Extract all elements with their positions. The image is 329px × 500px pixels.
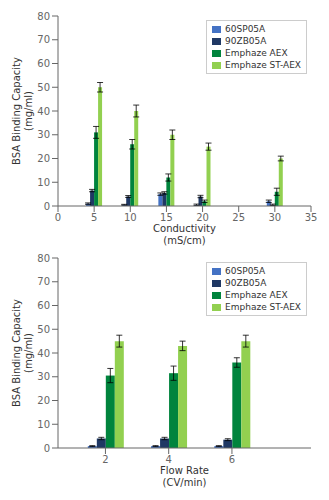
svg-text:80: 80 [37,11,50,22]
html-text:Emphaze AEX: Emphaze AEX [225,48,288,58]
svg-text:60: 60 [37,300,50,311]
svg-text:25: 25 [232,212,245,223]
svg-text:80: 80 [37,253,50,264]
svg-text:10: 10 [37,177,50,188]
html-text:60SP05A: 60SP05A [225,24,266,34]
svg-text:2: 2 [102,454,108,465]
svg-text:50: 50 [37,324,50,335]
svg-text:30: 30 [37,129,50,140]
svg-text:60: 60 [37,58,50,69]
svg-text:70: 70 [37,34,50,45]
svg-text:BSA Binding Capacity(mg/ml): BSA Binding Capacity(mg/ml) [11,57,34,165]
html-text:Emphaze ST-AEX: Emphaze ST-AEX [225,302,301,312]
svg-text:6: 6 [229,454,235,465]
html-text:90ZB05A: 90ZB05A [225,278,267,288]
svg-text:40: 40 [37,106,50,117]
html-text:Emphaze ST-AEX: Emphaze ST-AEX [225,60,301,70]
svg-text:30: 30 [37,371,50,382]
svg-text:70: 70 [37,276,50,287]
svg-text:5: 5 [91,212,97,223]
svg-text:20: 20 [37,153,50,164]
svg-text:BSA Binding Capacity(mg/ml): BSA Binding Capacity(mg/ml) [11,299,34,407]
svg-text:30: 30 [268,212,281,223]
svg-text:Conductivity(mS/cm): Conductivity(mS/cm) [153,223,216,246]
svg-text:40: 40 [37,348,50,359]
svg-text:10: 10 [124,212,137,223]
svg-text:0: 0 [44,201,50,212]
svg-text:4: 4 [166,454,172,465]
html-text:90ZB05A: 90ZB05A [225,36,267,46]
svg-text:0: 0 [55,212,61,223]
svg-text:20: 20 [196,212,209,223]
html-text:60SP05A: 60SP05A [225,266,266,276]
svg-text:20: 20 [37,395,50,406]
svg-text:50: 50 [37,82,50,93]
svg-text:15: 15 [160,212,173,223]
svg-text:Flow Rate(CV/min): Flow Rate(CV/min) [160,465,209,488]
svg-text:10: 10 [37,419,50,430]
html-text:Emphaze AEX: Emphaze AEX [225,290,288,300]
svg-text:0: 0 [44,443,50,454]
svg-text:35: 35 [305,212,318,223]
